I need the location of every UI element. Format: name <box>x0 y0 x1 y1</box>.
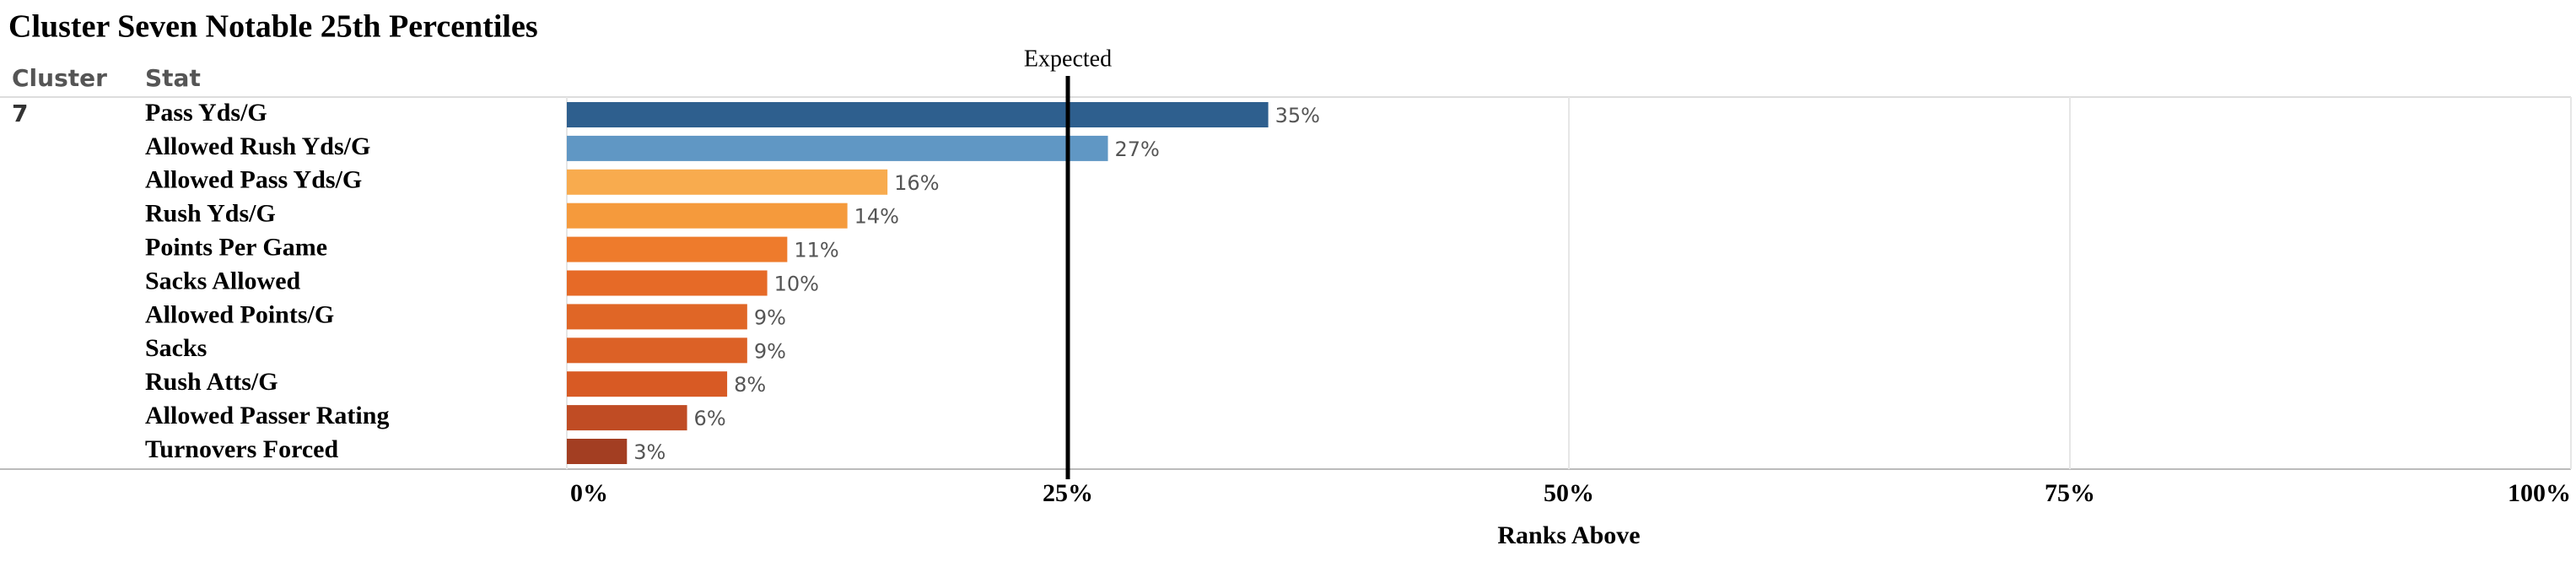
bar <box>567 202 848 229</box>
reference-label: Expected <box>1024 46 1112 72</box>
x-axis-label: Ranks Above <box>1497 521 1640 549</box>
bar <box>567 371 728 397</box>
bar <box>567 439 628 464</box>
category-label: Turnovers Forced <box>145 435 338 463</box>
bar <box>567 102 1269 127</box>
value-label: 6% <box>694 407 726 430</box>
x-tick-label: 0% <box>570 479 608 507</box>
chart-title: Cluster Seven Notable 25th Percentiles <box>8 9 538 45</box>
value-label: 10% <box>774 273 819 296</box>
cluster-label: 7 <box>12 100 28 127</box>
category-label: Allowed Pass Yds/G <box>145 166 362 194</box>
x-tick-label: 25% <box>1043 479 1093 507</box>
bar <box>567 270 768 296</box>
category-label: Allowed Rush Yds/G <box>145 132 370 160</box>
value-label: 3% <box>633 440 666 464</box>
bar <box>567 169 888 195</box>
bar <box>567 135 1108 161</box>
category-label: Rush Yds/G <box>145 200 276 228</box>
category-label: Allowed Points/G <box>145 300 334 328</box>
value-label: 16% <box>894 171 939 195</box>
category-label: Allowed Passer Rating <box>145 402 389 429</box>
category-label: Pass Yds/G <box>145 99 267 127</box>
bar <box>567 338 747 364</box>
column-header: Cluster <box>12 64 107 92</box>
category-label: Rush Atts/G <box>145 368 278 396</box>
value-label: 9% <box>754 305 786 329</box>
value-label: 11% <box>794 239 838 262</box>
bar <box>567 304 747 330</box>
category-label: Points Per Game <box>145 233 327 261</box>
value-label: 14% <box>854 205 899 229</box>
x-tick-label: 50% <box>1544 479 1594 507</box>
x-tick-label: 100% <box>2508 479 2571 507</box>
category-label: Sacks <box>145 334 207 362</box>
x-tick-label: 75% <box>2045 479 2095 507</box>
column-header: Stat <box>145 64 201 92</box>
value-label: 9% <box>754 339 786 363</box>
value-label: 8% <box>734 373 766 397</box>
value-label: 35% <box>1275 104 1320 127</box>
bar <box>567 405 687 431</box>
value-label: 27% <box>1115 138 1160 161</box>
category-label: Sacks Allowed <box>145 267 301 294</box>
bar <box>567 236 788 262</box>
